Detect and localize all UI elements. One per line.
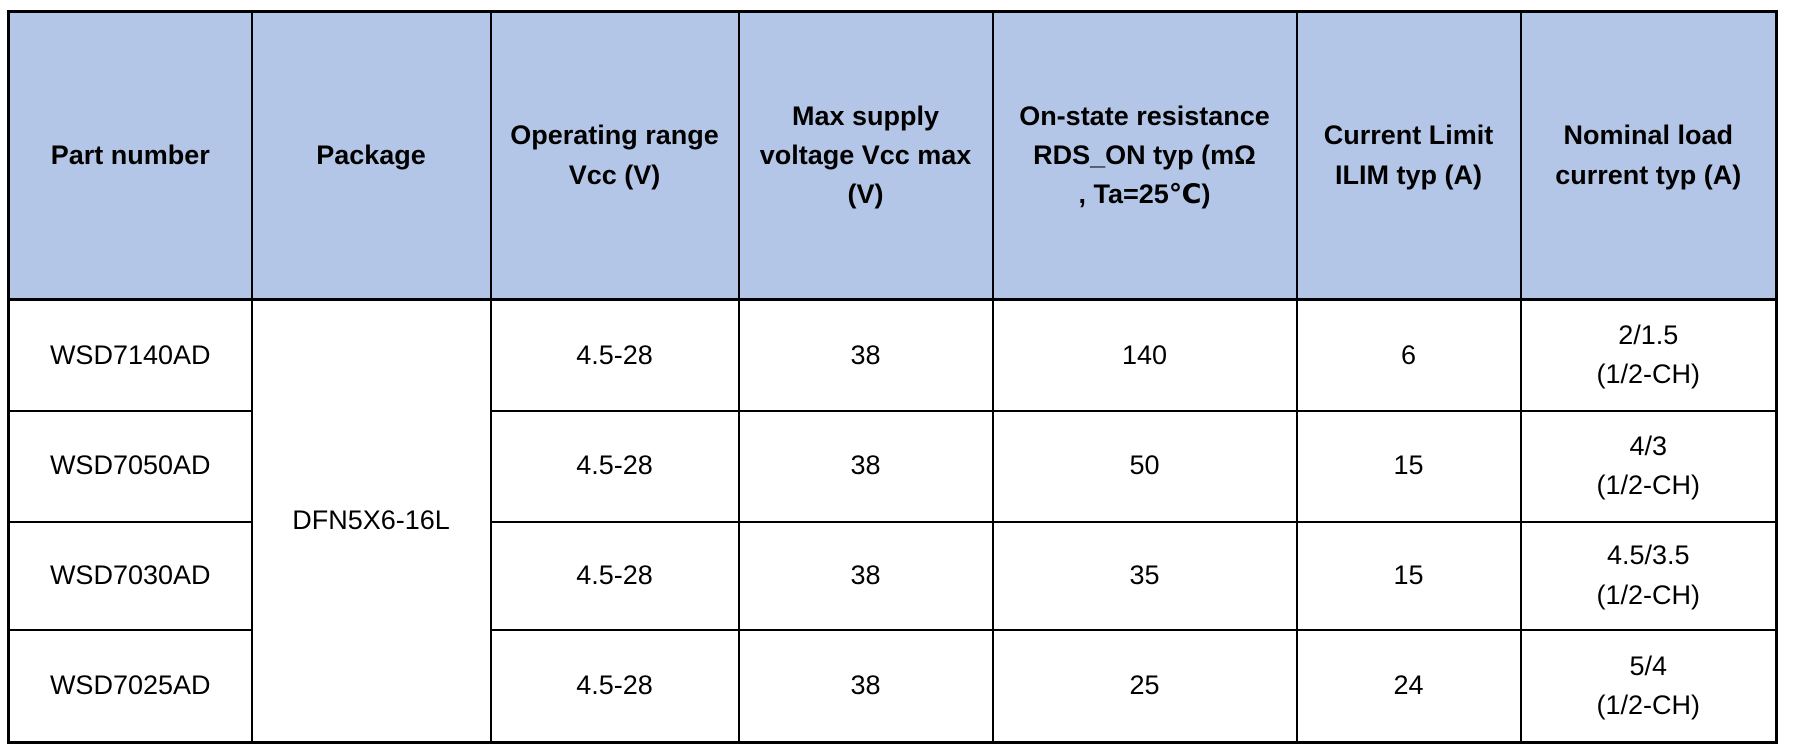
col-header-part-number: Part number xyxy=(7,10,253,301)
col-header-current-limit: Current Limit ILIM typ (A) xyxy=(1295,10,1522,301)
col-header-nominal-load-current: Nominal load current typ (A) xyxy=(1519,10,1778,301)
cell-current-limit: 15 xyxy=(1295,520,1522,631)
table-body: WSD7140AD DFN5X6-16L 4.5-28 38 140 6 2/1… xyxy=(7,298,1778,744)
cell-part-number: WSD7140AD xyxy=(7,298,253,412)
cell-rds-on: 25 xyxy=(991,628,1298,744)
cell-package-merged: DFN5X6-16L xyxy=(250,298,492,744)
table-row: WSD7050AD 4.5-28 38 50 15 4/3 (1/2-CH) xyxy=(7,409,1778,523)
cell-operating-range: 4.5-28 xyxy=(489,409,740,523)
col-header-max-supply-voltage: Max supply voltage Vcc max (V) xyxy=(737,10,994,301)
cell-part-number: WSD7025AD xyxy=(7,628,253,744)
cell-nominal-load: 5/4 (1/2-CH) xyxy=(1519,628,1778,744)
cell-operating-range: 4.5-28 xyxy=(489,298,740,412)
cell-rds-on: 140 xyxy=(991,298,1298,412)
cell-rds-on: 35 xyxy=(991,520,1298,631)
cell-max-supply: 38 xyxy=(737,409,994,523)
col-header-package: Package xyxy=(250,10,492,301)
table-row: WSD7140AD DFN5X6-16L 4.5-28 38 140 6 2/1… xyxy=(7,298,1778,744)
cell-operating-range: 4.5-28 xyxy=(489,520,740,631)
col-header-operating-range: Operating range Vcc (V) xyxy=(489,10,740,301)
cell-operating-range: 4.5-28 xyxy=(489,628,740,744)
cell-part-number: WSD7050AD xyxy=(7,409,253,523)
header-row: Part number Package Operating range Vcc … xyxy=(7,10,1778,301)
table-row: WSD7025AD 4.5-28 38 25 24 5/4 (1/2-CH) xyxy=(7,628,1778,744)
table-row: WSD7030AD 4.5-28 38 35 15 4.5/3.5 (1/2-C… xyxy=(7,520,1778,631)
table-header: Part number Package Operating range Vcc … xyxy=(7,10,1778,301)
cell-rds-on: 50 xyxy=(991,409,1298,523)
cell-nominal-load: 2/1.5 (1/2-CH) xyxy=(1519,298,1778,412)
cell-max-supply: 38 xyxy=(737,520,994,631)
cell-nominal-load: 4/3 (1/2-CH) xyxy=(1519,409,1778,523)
cell-max-supply: 38 xyxy=(737,628,994,744)
cell-max-supply: 38 xyxy=(737,298,994,412)
cell-nominal-load: 4.5/3.5 (1/2-CH) xyxy=(1519,520,1778,631)
cell-part-number: WSD7030AD xyxy=(7,520,253,631)
product-selection-table: Part number Package Operating range Vcc … xyxy=(7,10,1778,744)
cell-current-limit: 6 xyxy=(1295,298,1522,412)
col-header-on-state-resistance: On-state resistance RDS_ON typ (mΩ , Ta=… xyxy=(991,10,1298,301)
cell-current-limit: 24 xyxy=(1295,628,1522,744)
cell-operating-range-text: 4.5-28 xyxy=(576,669,653,700)
cell-current-limit: 15 xyxy=(1295,409,1522,523)
